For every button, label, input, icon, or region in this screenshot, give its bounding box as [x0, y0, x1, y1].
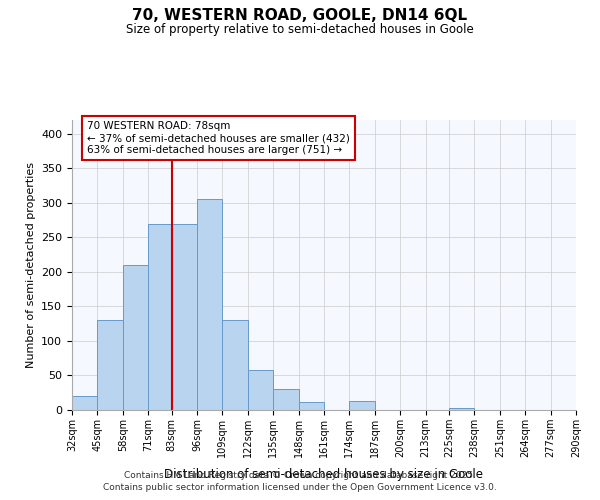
Bar: [449, 408, 475, 410]
Bar: [123, 265, 148, 410]
Y-axis label: Number of semi-detached properties: Number of semi-detached properties: [26, 162, 35, 368]
Bar: [223, 320, 248, 410]
Bar: [148, 224, 172, 410]
Bar: [172, 224, 197, 410]
Text: Contains HM Land Registry data © Crown copyright and database right 2025.: Contains HM Land Registry data © Crown c…: [124, 471, 476, 480]
Bar: [248, 370, 273, 410]
Text: Contains public sector information licensed under the Open Government Licence v3: Contains public sector information licen…: [103, 484, 497, 492]
Bar: [299, 402, 324, 410]
Bar: [349, 401, 375, 410]
Text: 70, WESTERN ROAD, GOOLE, DN14 6QL: 70, WESTERN ROAD, GOOLE, DN14 6QL: [133, 8, 467, 22]
Bar: [72, 396, 97, 410]
X-axis label: Distribution of semi-detached houses by size in Goole: Distribution of semi-detached houses by …: [164, 468, 484, 481]
Bar: [273, 390, 299, 410]
Text: 70 WESTERN ROAD: 78sqm
← 37% of semi-detached houses are smaller (432)
63% of se: 70 WESTERN ROAD: 78sqm ← 37% of semi-det…: [87, 122, 350, 154]
Bar: [97, 320, 123, 410]
Text: Size of property relative to semi-detached houses in Goole: Size of property relative to semi-detach…: [126, 22, 474, 36]
Bar: [197, 200, 223, 410]
